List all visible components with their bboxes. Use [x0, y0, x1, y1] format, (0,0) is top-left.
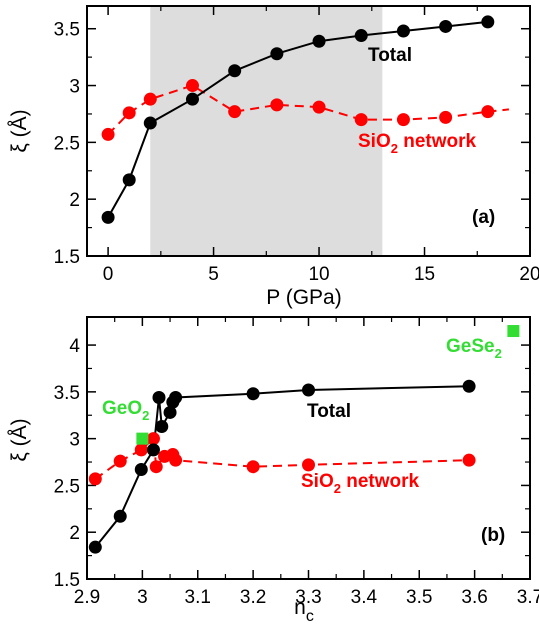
y-tick-label: 2 [69, 523, 80, 544]
x-tick-label: 10 [308, 264, 329, 285]
panel-a-label: (a) [472, 207, 495, 228]
panel-b-frame [86, 316, 531, 580]
y-tick-label: 4 [69, 336, 80, 357]
x-tick-label: 3.3 [295, 587, 321, 608]
total-data-point [155, 419, 169, 433]
panel-a-ylabel: ξ (Å) [8, 109, 31, 152]
x-tick-label: 3.7 [517, 587, 539, 608]
total-data-point [185, 92, 199, 106]
y-tick-label: 2.5 [54, 133, 80, 154]
sio2-series-label: SiO2 network [358, 131, 477, 156]
sio2-data-point [143, 92, 157, 106]
sio2-network-points [101, 79, 495, 141]
x-tick-label: 3.5 [406, 587, 432, 608]
total-data-point [302, 383, 315, 397]
sio2-data-point [270, 98, 284, 112]
sio2-data-point [481, 105, 495, 119]
total-data-point [312, 34, 326, 48]
sio2-data-point [439, 110, 453, 124]
total-data-point [396, 24, 410, 38]
total-data-point [113, 509, 127, 523]
sio2-data-point [462, 453, 476, 467]
panel-b-label: (b) [481, 525, 505, 546]
x-tick-label: 3.2 [240, 587, 266, 608]
panel-b-xlabel: nc [294, 596, 314, 625]
gese2-marker [507, 325, 520, 338]
panel-b-ylabel: ξ (Å) [8, 418, 31, 461]
total-data-point [146, 443, 160, 457]
sio2-data-point [396, 113, 410, 127]
shaded-pressure-region [150, 6, 383, 256]
total-data-point [246, 387, 260, 401]
total-data-point [481, 15, 495, 29]
sio2-data-point [146, 432, 160, 446]
y-tick-label: 2 [69, 190, 80, 211]
y-tick-label: 3 [69, 77, 80, 98]
sio2-data-point [122, 106, 136, 120]
total-data-point [163, 405, 177, 419]
total-line [94, 385, 470, 548]
panel-a-xlabel: P (GPa) [266, 286, 341, 309]
gese2-label: GeSe2 [446, 336, 502, 361]
sio2-data-point [246, 460, 260, 474]
y-tick-label: 2.5 [54, 476, 80, 497]
total-data-point [152, 390, 166, 404]
x-tick-label: 2.9 [74, 587, 100, 608]
total-data-point [462, 379, 476, 393]
sio2-network-points [88, 432, 476, 486]
total-data-point [270, 47, 284, 61]
total-series-label: Total [368, 45, 412, 66]
total-data-point [88, 540, 102, 554]
x-tick-label: 0 [103, 264, 114, 285]
x-tick-label: 3.6 [461, 587, 487, 608]
sio2-data-point [101, 127, 115, 141]
total-series-label: Total [307, 401, 351, 422]
total-points [88, 379, 476, 554]
y-tick-label: 1.5 [54, 247, 80, 268]
sio2-data-point [88, 472, 102, 486]
reference-points [136, 325, 520, 445]
x-tick-label: 3.1 [185, 587, 211, 608]
x-tick-label: 20 [519, 264, 539, 285]
sio2-data-point [149, 460, 163, 474]
y-tick-label: 3.5 [54, 20, 80, 41]
x-tick-label: 5 [208, 264, 219, 285]
y-tick-label: 3 [69, 430, 80, 451]
sio2-data-point [169, 453, 183, 467]
sio2-data-point [312, 100, 326, 114]
total-data-point [228, 64, 242, 78]
panel-a-frame [86, 5, 531, 257]
x-tick-label: 3.4 [351, 587, 378, 608]
y-tick-label: 3.5 [54, 383, 80, 404]
total-points [101, 15, 495, 224]
total-data-point [143, 116, 157, 130]
panel-b: 2.9 3 3.1 3.2 3.3 3.4 3.5 3.6 3.7 1.5 2 2.5 3 3.5 4 To… [8, 316, 539, 625]
total-data-point [354, 29, 368, 43]
total-data-point [134, 463, 148, 477]
sio2-data-point [185, 79, 199, 93]
sio2-data-point [354, 113, 368, 127]
total-data-point [169, 390, 183, 404]
sio2-data-point [228, 105, 242, 119]
total-data-point [101, 210, 115, 224]
x-tick-label: 15 [414, 264, 435, 285]
sio2-data-point [302, 458, 315, 472]
geo2-marker [136, 432, 149, 445]
geo2-label: GeO2 [102, 398, 149, 423]
sio2-data-point [134, 443, 148, 457]
x-tick-label: 3 [137, 587, 148, 608]
y-tick-label: 1.5 [54, 570, 80, 591]
sio2-series-label: SiO2 network [301, 471, 420, 496]
total-data-point [122, 173, 136, 187]
panel-a: 0 5 10 15 20 1.5 2 2.5 3 3.5 Total SiO2 network (… [8, 5, 539, 309]
sio2-data-point [113, 454, 127, 468]
total-data-point [439, 19, 453, 33]
